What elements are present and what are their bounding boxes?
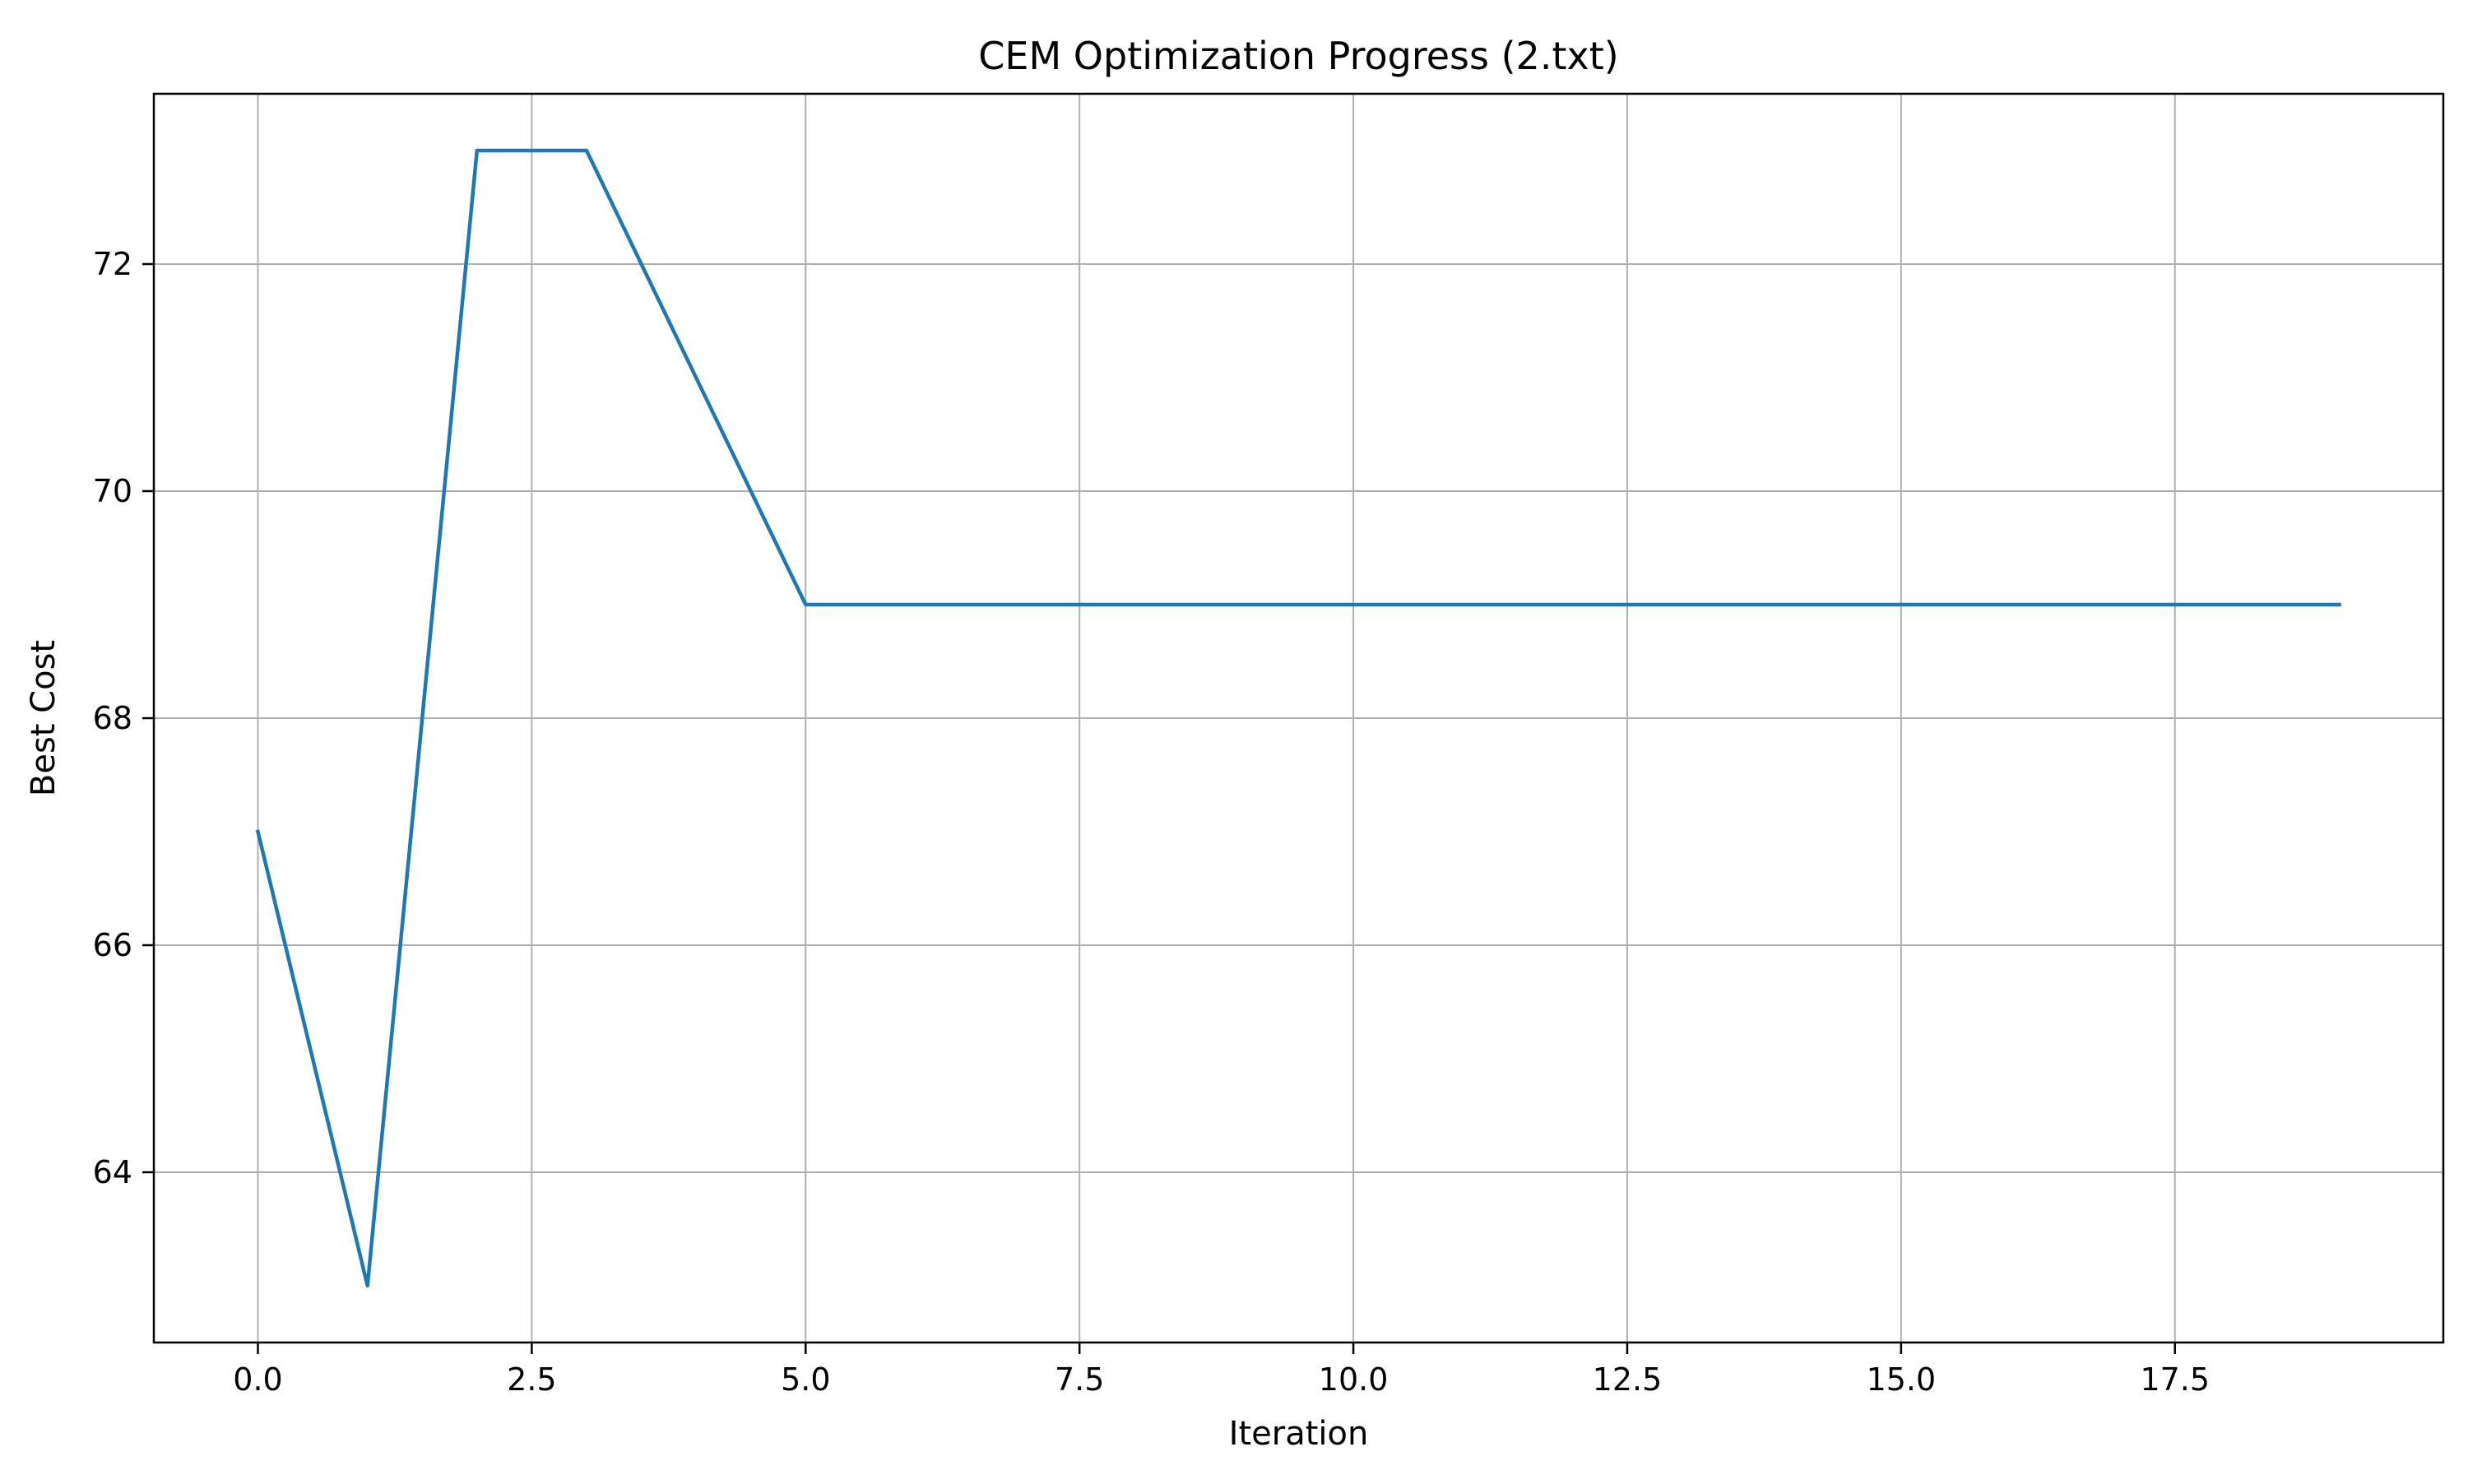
x-tick-label: 10.0 (1319, 1361, 1389, 1398)
grid-lines (154, 94, 2443, 1343)
y-tick-label: 64 (93, 1154, 132, 1190)
x-tick-label: 17.5 (2140, 1361, 2210, 1398)
y-tick-label: 72 (93, 246, 132, 282)
x-tick-label: 0.0 (233, 1361, 282, 1398)
x-tick-label: 2.5 (507, 1361, 556, 1398)
x-tick-label: 7.5 (1055, 1361, 1104, 1398)
series-lines (255, 148, 2341, 1288)
y-tick-label: 66 (93, 927, 132, 963)
y-tick-label: 70 (93, 473, 132, 509)
chart-title: CEM Optimization Progress (2.txt) (978, 34, 1618, 78)
x-tick-label: 5.0 (781, 1361, 830, 1398)
y-axis-label: Best Cost (25, 640, 63, 796)
x-tick-label: 15.0 (1867, 1361, 1937, 1398)
y-tick-label: 68 (93, 700, 132, 736)
axis-ticks: 0.0 2.5 5.0 7.5 10.0 12.5 15.0 17.5 64 66 68 70 72 (93, 246, 2210, 1398)
x-axis-label: Iteration (1229, 1415, 1369, 1453)
series-line (255, 148, 2341, 1288)
x-tick-label: 12.5 (1593, 1361, 1663, 1398)
